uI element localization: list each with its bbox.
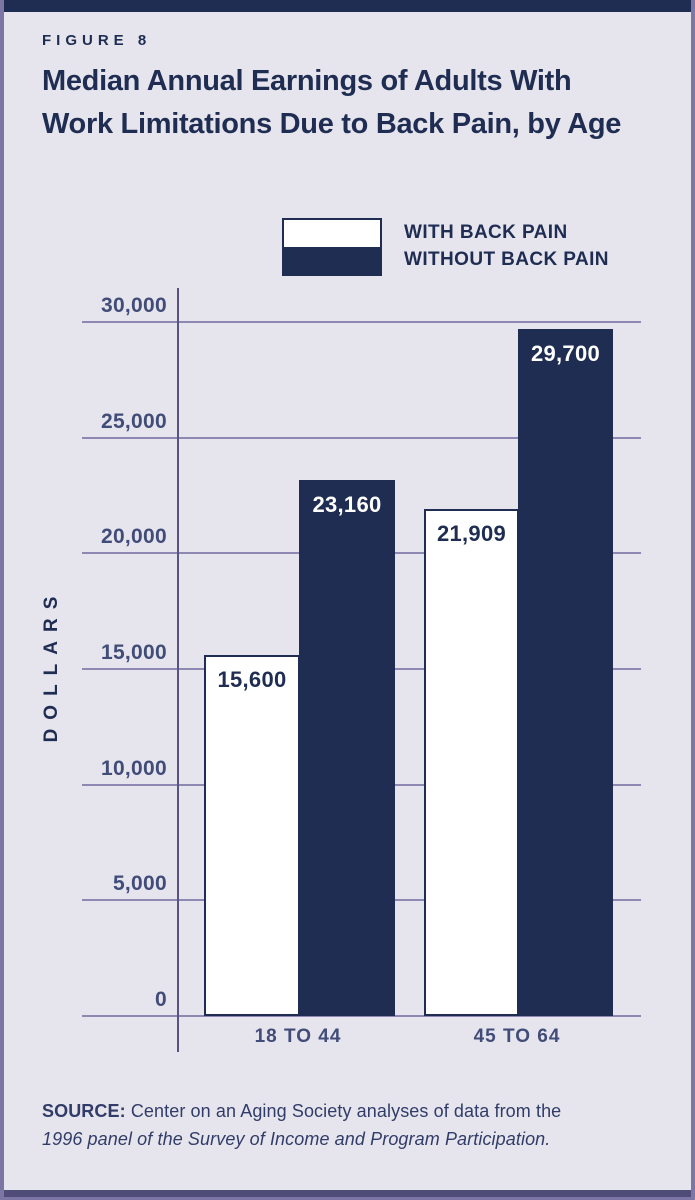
y-tick-label-15000: 15,000	[100, 641, 167, 664]
bar-value-label: 29,700	[530, 341, 601, 366]
legend-swatch	[282, 218, 382, 276]
figure-title-line-2: Work Limitations Due to Back Pain, by Ag…	[42, 108, 622, 140]
figure-title: Median Annual Earnings of Adults With Wo…	[42, 60, 621, 146]
bar-series1-group0: 23,160	[299, 480, 395, 1016]
y-tick-label-10000: 10,000	[100, 756, 167, 780]
y-tick-label-0: 0	[155, 988, 167, 1011]
y-axis-line	[177, 288, 179, 1052]
legend: WITH BACK PAIN WITHOUT BACK PAIN	[282, 218, 609, 276]
bar-value-label: 21,909	[436, 521, 507, 546]
legend-label-with-back-pain: WITH BACK PAIN	[404, 222, 568, 243]
bar-series1-group1: 29,700	[518, 329, 613, 1016]
source-text: Center on an Aging Society analyses of d…	[130, 1101, 562, 1121]
legend-swatch-without-back-pain	[284, 247, 380, 274]
grid-line-0	[82, 1015, 641, 1017]
bar-series0-group0: 15,600	[204, 655, 300, 1016]
bar-value-label: 15,600	[217, 667, 287, 692]
figure-number-label: FIGURE 8	[42, 32, 152, 49]
x-category-label-1: 45 TO 64	[473, 1026, 561, 1047]
source-note: SOURCE: Center on an Aging Society analy…	[42, 1097, 561, 1153]
grid-line-25000	[82, 436, 641, 439]
y-tick-label-5000: 5,000	[112, 872, 167, 896]
source-line-1: SOURCE: Center on an Aging Society analy…	[42, 1097, 561, 1125]
bar-series0-group1: 21,909	[424, 509, 519, 1016]
y-tick-label-30000: 30,000	[100, 294, 167, 317]
bar-chart-plot-area: DOLLARS 0 5,000 10,000 15,000 20,000 25,000 30…	[4, 0, 691, 1197]
legend-swatch-with-back-pain	[284, 220, 380, 247]
source-label: SOURCE:	[42, 1101, 126, 1121]
figure-title-line-1: Median Annual Earnings of Adults With	[42, 65, 572, 97]
bar-value-label: 23,160	[312, 492, 382, 517]
bottom-rule-bar	[4, 1190, 691, 1197]
top-rule-bar	[4, 0, 691, 12]
legend-labels: WITH BACK PAIN WITHOUT BACK PAIN	[404, 218, 609, 273]
grid-line-30000	[82, 321, 641, 323]
y-tick-label-25000: 25,000	[100, 409, 167, 433]
y-tick-label-20000: 20,000	[100, 525, 167, 549]
x-category-label-0: 18 TO 44	[254, 1026, 342, 1047]
legend-label-without-back-pain: WITHOUT BACK PAIN	[404, 249, 609, 270]
source-line-2: 1996 panel of the Survey of Income and P…	[42, 1129, 551, 1149]
